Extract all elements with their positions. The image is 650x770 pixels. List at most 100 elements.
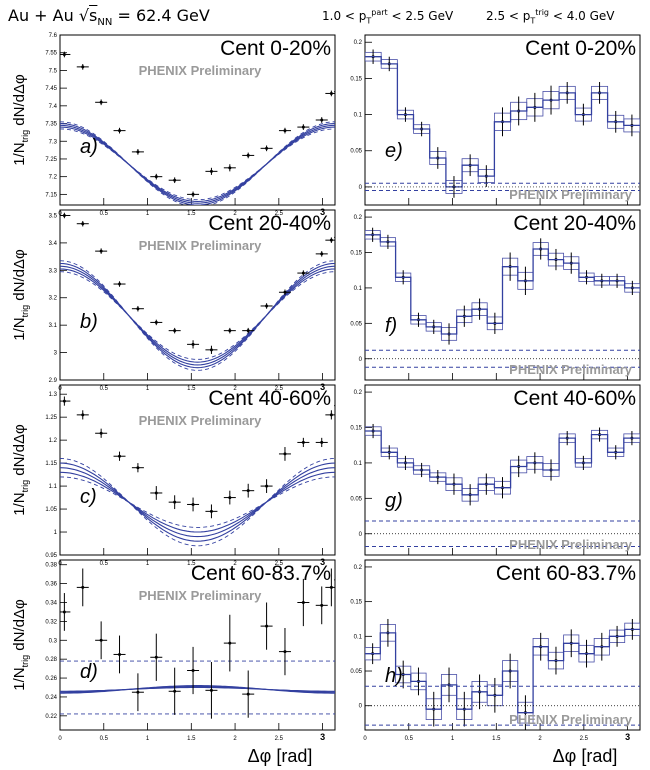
x-tick-label: 0.5 bbox=[405, 736, 414, 742]
data-point bbox=[81, 65, 84, 68]
histogram-line bbox=[365, 57, 640, 187]
watermark-label: PHENIX Preliminary bbox=[139, 238, 263, 253]
watermark-label: PHENIX Preliminary bbox=[139, 588, 263, 603]
data-point bbox=[100, 432, 103, 435]
y-tick-label: 7.3 bbox=[49, 139, 58, 145]
data-point bbox=[283, 291, 286, 294]
x-tick-label: 1.5 bbox=[187, 211, 196, 217]
plot-area bbox=[365, 49, 640, 197]
data-point bbox=[210, 510, 213, 513]
data-point bbox=[320, 604, 323, 607]
flow-curve bbox=[60, 269, 335, 362]
y-tick-label: 0.15 bbox=[350, 76, 362, 82]
y-tick-label: 7.4 bbox=[49, 104, 58, 110]
y-tick-label: 1.15 bbox=[45, 461, 57, 467]
data-point bbox=[283, 129, 286, 132]
panel-h: 00.050.10.150.20 0.5 1 1.5 2 2.5 3Cent 60-83.7… bbox=[350, 560, 640, 742]
y-tick-label: 7.35 bbox=[45, 122, 57, 128]
y-tick-label: 0.3 bbox=[49, 638, 58, 644]
data-point bbox=[339, 90, 342, 93]
x-tick-label: 1 bbox=[146, 386, 150, 392]
panel-f: 0 0.05 0.1 0.15 0.2 Cent 20-40% f) PHENIX Preli… bbox=[350, 210, 640, 380]
watermark-label: PHENIX Preliminary bbox=[139, 413, 263, 428]
panel-letter: a) bbox=[80, 136, 98, 158]
panel-e: 0 0.05 0.1 0.15 0.2 Cent 0-20% e) PHENIX Prelim… bbox=[350, 35, 640, 205]
data-point bbox=[173, 690, 176, 693]
data-point bbox=[228, 166, 231, 169]
data-point bbox=[210, 689, 213, 692]
data-point bbox=[118, 129, 121, 132]
centrality-label: Cent 0-20% bbox=[525, 37, 636, 60]
plot-area bbox=[365, 424, 640, 547]
x-tick-label: 2.5 bbox=[580, 736, 589, 742]
y-tick-label: 7.55 bbox=[45, 51, 57, 57]
data-point bbox=[136, 150, 139, 153]
data-point bbox=[173, 179, 176, 182]
y-tick-label: 0.1 bbox=[354, 461, 363, 467]
data-point bbox=[155, 491, 158, 494]
x-axis-label: Δφ [rad] bbox=[248, 746, 313, 766]
x-tick-label: 2 bbox=[233, 736, 237, 742]
y-tick-label: 0.15 bbox=[350, 426, 362, 432]
y-axis-label-sub: trig bbox=[20, 480, 30, 493]
centrality-label: Cent 40-60% bbox=[208, 387, 331, 410]
centrality-label: Cent 40-60% bbox=[513, 387, 636, 410]
data-point bbox=[118, 653, 121, 656]
flow-curve bbox=[60, 264, 335, 368]
data-point bbox=[320, 252, 323, 255]
y-tick-label: 7.6 bbox=[49, 33, 58, 39]
y-tick-label: 3.3 bbox=[49, 268, 58, 274]
y-tick-label: 3.5 bbox=[49, 213, 58, 219]
y-tick-label: 1.2 bbox=[49, 438, 58, 444]
y-axis-label-rest: dN/dΔφ bbox=[11, 74, 28, 130]
data-point bbox=[265, 485, 268, 488]
y-tick-label: 0.1 bbox=[354, 113, 363, 119]
data-point bbox=[265, 304, 268, 307]
data-point bbox=[339, 404, 342, 407]
panel-frame bbox=[60, 385, 335, 555]
y-tick-label: 7.25 bbox=[45, 157, 57, 163]
data-point bbox=[192, 193, 195, 196]
x-tick-label: 2.5 bbox=[275, 736, 284, 742]
data-point bbox=[136, 691, 139, 694]
y-axis-label: 1/Ntrig dN/dΔφ bbox=[11, 599, 30, 691]
y-tick-label: 3.1 bbox=[49, 323, 58, 329]
data-point bbox=[81, 222, 84, 225]
data-point bbox=[339, 236, 342, 239]
data-point bbox=[100, 101, 103, 104]
y-tick-label: 3.2 bbox=[49, 296, 58, 302]
data-point bbox=[63, 610, 66, 613]
x-tick-label: 0.5 bbox=[100, 561, 109, 567]
y-tick-label: 0.2 bbox=[354, 40, 363, 46]
y-tick-label: 1.25 bbox=[45, 415, 57, 421]
panel-frame bbox=[60, 35, 335, 205]
panel-letter: d) bbox=[80, 661, 98, 683]
y-tick-label: 2.9 bbox=[49, 378, 58, 384]
x-tick-label: 1 bbox=[146, 561, 150, 567]
y-tick-label: 0.24 bbox=[45, 695, 57, 701]
data-point bbox=[302, 441, 305, 444]
y-axis-label-main: 1/N bbox=[11, 142, 28, 165]
data-point bbox=[155, 321, 158, 324]
panel-g: 0 0.05 0.1 0.15 0.2 Cent 40-60% g) PHENIX Preli… bbox=[350, 385, 640, 555]
watermark-label: PHENIX Preliminary bbox=[509, 362, 633, 377]
panel-letter: b) bbox=[80, 311, 98, 333]
x-tick-label: 2 bbox=[538, 736, 542, 742]
data-point bbox=[81, 586, 84, 589]
y-axis-label-rest: dN/dΔφ bbox=[11, 249, 28, 305]
panel-letter: e) bbox=[385, 140, 403, 162]
y-tick-label: 3 bbox=[54, 351, 58, 357]
data-point bbox=[247, 329, 250, 332]
centrality-label: Cent 60-83.7% bbox=[496, 562, 636, 585]
flow-curve bbox=[60, 125, 335, 203]
y-tick-label: 0 bbox=[359, 357, 363, 363]
x-tick-label: 0 bbox=[363, 736, 367, 742]
y-axis-label: 1/Ntrig dN/dΔφ bbox=[11, 424, 30, 516]
y-axis-label: 1/Ntrig dN/dΔφ bbox=[11, 74, 30, 166]
y-tick-label: 0.2 bbox=[354, 390, 363, 396]
y-tick-label: 0.32 bbox=[45, 619, 57, 625]
flow-curve bbox=[60, 468, 335, 537]
data-point bbox=[63, 400, 66, 403]
y-tick-label: 0.1 bbox=[354, 634, 363, 640]
x-tick-label: 0 bbox=[58, 736, 62, 742]
